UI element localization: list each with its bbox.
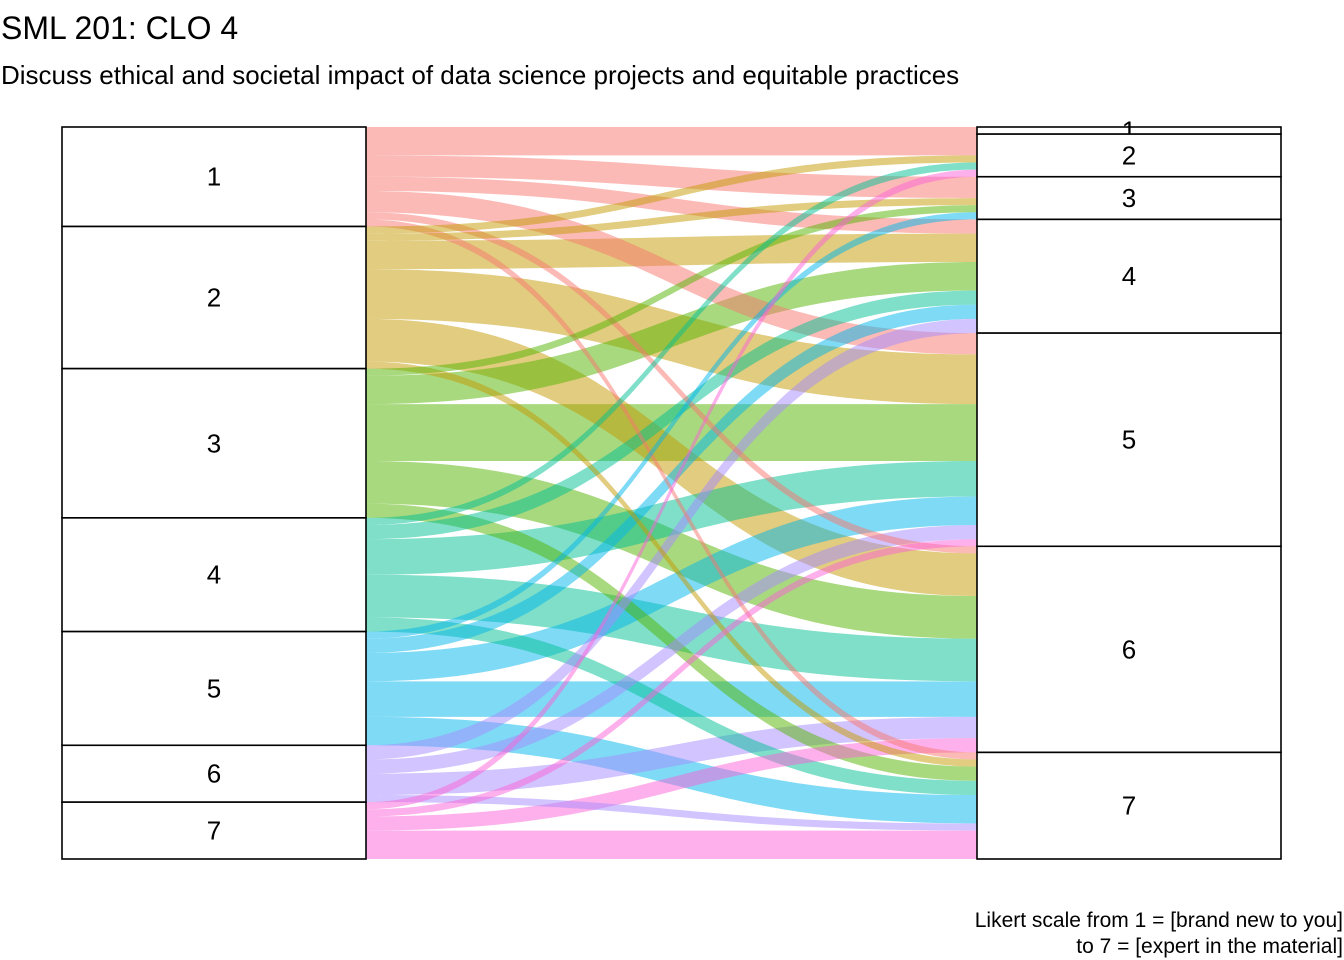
flow-2-to-6	[366, 318, 977, 597]
caption: Likert scale from 1 = [brand new to you]…	[975, 908, 1343, 960]
left-stratum-label-6: 6	[207, 759, 221, 789]
flow-2-to-7	[366, 361, 977, 767]
caption-line-1: Likert scale from 1 = [brand new to you]	[974, 909, 1343, 932]
chart-subtitle: Discuss ethical and societal impact of d…	[1, 60, 960, 90]
flow-1-to-2	[366, 134, 977, 156]
flow-2-to-2	[366, 155, 977, 234]
left-stratum-label-3: 3	[207, 428, 221, 458]
flow-1-to-5	[366, 190, 977, 355]
right-stratum-7	[976, 751, 1282, 860]
flow-4-to-6	[366, 574, 977, 682]
flow-5-to-3	[366, 212, 977, 639]
flow-4-to-5	[366, 461, 977, 575]
right-stratum-5	[976, 332, 1282, 548]
flow-7-to-2	[366, 169, 977, 810]
right-stratum-label-4: 4	[1122, 261, 1136, 291]
right-stratum-4	[976, 218, 1282, 334]
flow-6-to-5	[366, 524, 977, 774]
right-stratum-label-5: 5	[1122, 425, 1136, 455]
left-stratum-label-2: 2	[207, 283, 221, 313]
flow-4-to-2	[366, 162, 977, 525]
left-stratum-3	[61, 367, 367, 519]
flow-6-to-4	[366, 318, 977, 760]
right-stratum-label-3: 3	[1122, 183, 1136, 213]
left-stratum-label-5: 5	[207, 673, 221, 703]
right-stratum-3	[976, 175, 1282, 221]
flow-3-to-4	[366, 262, 977, 405]
right-stratum-2	[976, 133, 1282, 178]
flow-layer	[366, 127, 977, 859]
flow-7-to-7	[366, 830, 977, 859]
flow-7-to-6	[366, 738, 977, 831]
flow-4-to-7	[366, 617, 977, 796]
chart-title: SML 201: CLO 4	[1, 10, 239, 46]
flow-1-to-1	[366, 127, 977, 135]
flow-4-to-4	[366, 290, 977, 540]
flow-2-to-3	[366, 198, 977, 241]
right-stratum-6	[976, 545, 1282, 754]
flow-1-to-6	[366, 212, 977, 554]
left-stratum-5	[61, 630, 367, 747]
left-stratum-1	[61, 126, 367, 228]
caption-line-2: to 7 = [expert in the material]	[1076, 935, 1343, 958]
left-stratum-label-7: 7	[207, 816, 221, 846]
right-stratum-label-7: 7	[1122, 791, 1136, 821]
flow-6-to-7	[366, 795, 977, 831]
left-stratum-7	[61, 801, 367, 860]
left-stratum-label-4: 4	[207, 560, 221, 590]
left-stratum-2	[61, 225, 367, 370]
right-stratum-label-2: 2	[1122, 140, 1136, 170]
left-stratum-6	[61, 744, 367, 803]
flow-7-to-5	[366, 539, 977, 817]
flow-1-to-4	[366, 176, 977, 234]
left-stratum-label-1: 1	[207, 162, 221, 192]
flow-5-to-5	[366, 496, 977, 682]
flow-1-to-3	[366, 155, 977, 199]
flow-3-to-3	[366, 205, 977, 376]
flow-5-to-4	[366, 304, 977, 653]
right-stratum-label-6: 6	[1122, 634, 1136, 664]
flow-6-to-6	[366, 716, 977, 796]
flow-3-to-5	[366, 404, 977, 462]
